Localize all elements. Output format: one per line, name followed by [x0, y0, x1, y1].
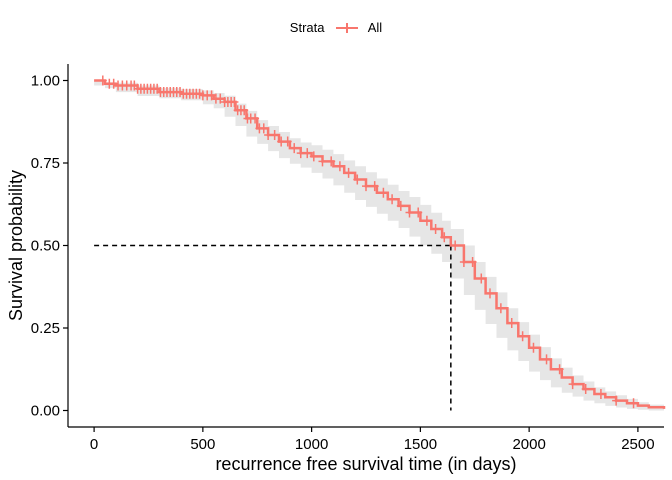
censor-mark-36 [230, 96, 239, 107]
censor-mark-69 [459, 257, 468, 267]
censor-mark-72 [485, 288, 494, 299]
y-tick-label-1: 0.25 [31, 320, 60, 337]
x-tick-label-4: 2000 [512, 436, 545, 453]
x-tick-label-2: 1000 [295, 436, 328, 453]
y-tick-label-3: 0.75 [31, 155, 60, 172]
y-tick-label-4: 1.00 [31, 73, 60, 90]
censor-mark-0 [98, 75, 107, 86]
censor-mark-46 [270, 129, 279, 140]
x-tick-label-1: 500 [190, 436, 215, 453]
censor-mark-68 [451, 240, 460, 251]
censor-mark-65 [422, 215, 431, 226]
censor-mark-30 [207, 90, 216, 101]
censor-mark-44 [259, 123, 268, 134]
y-axis-title: Survival probability [6, 170, 26, 321]
censor-mark-39 [240, 105, 249, 116]
censor-mark-49 [290, 143, 299, 154]
censor-mark-2 [109, 78, 118, 89]
censor-mark-73 [496, 303, 505, 314]
censor-mark-74 [507, 318, 516, 329]
censor-mark-67 [440, 232, 449, 243]
censor-mark-56 [344, 167, 353, 178]
censor-mark-82 [612, 395, 621, 406]
censor-mark-60 [379, 187, 388, 198]
censor-mark-62 [396, 200, 405, 211]
censor-mark-70 [468, 257, 477, 267]
x-tick-label-3: 1500 [404, 436, 437, 453]
legend-key-all [336, 21, 359, 35]
legend: Strata All [0, 19, 672, 35]
censor-mark-81 [596, 389, 605, 399]
x-axis-ticks: 0 500 1000 1500 2000 2500 [90, 427, 655, 453]
censor-mark-80 [581, 384, 590, 395]
x-axis-title: recurrence free survival time (in days) [215, 454, 516, 474]
y-axis-ticks: 0.00 0.25 0.50 0.75 1.00 [31, 73, 68, 420]
confidence-band [94, 80, 665, 411]
legend-label-all: All [367, 20, 383, 36]
censor-mark-63 [405, 207, 414, 218]
censor-mark-77 [542, 354, 551, 365]
censor-mark-55 [335, 161, 344, 172]
censor-mark-57 [353, 174, 362, 185]
y-tick-label-2: 0.50 [31, 238, 60, 255]
censor-mark-79 [568, 379, 577, 390]
censor-mark-75 [518, 331, 527, 342]
y-tick-label-0: 0.00 [31, 403, 60, 420]
censor-mark-54 [327, 156, 336, 167]
censor-mark-51 [303, 148, 312, 159]
censor-mark-76 [529, 342, 538, 353]
survival-curve-all [94, 79, 666, 409]
x-tick-label-0: 0 [90, 436, 98, 453]
censor-mark-48 [283, 136, 292, 147]
censor-mark-58 [362, 181, 370, 192]
censor-mark-83 [629, 398, 638, 409]
censor-mark-64 [414, 207, 423, 218]
censor-marks [98, 75, 638, 409]
censor-mark-61 [388, 194, 397, 205]
censor-mark-66 [431, 224, 440, 234]
censor-mark-71 [477, 273, 486, 284]
x-tick-label-5: 2500 [621, 436, 654, 453]
censor-mark-53 [318, 156, 327, 167]
legend-title: Strata [289, 20, 325, 36]
censor-mark-78 [555, 364, 564, 375]
censor-mark-32 [216, 93, 225, 104]
censor-mark-52 [309, 151, 318, 162]
censor-mark-59 [370, 181, 379, 192]
censor-mark-42 [251, 113, 260, 124]
